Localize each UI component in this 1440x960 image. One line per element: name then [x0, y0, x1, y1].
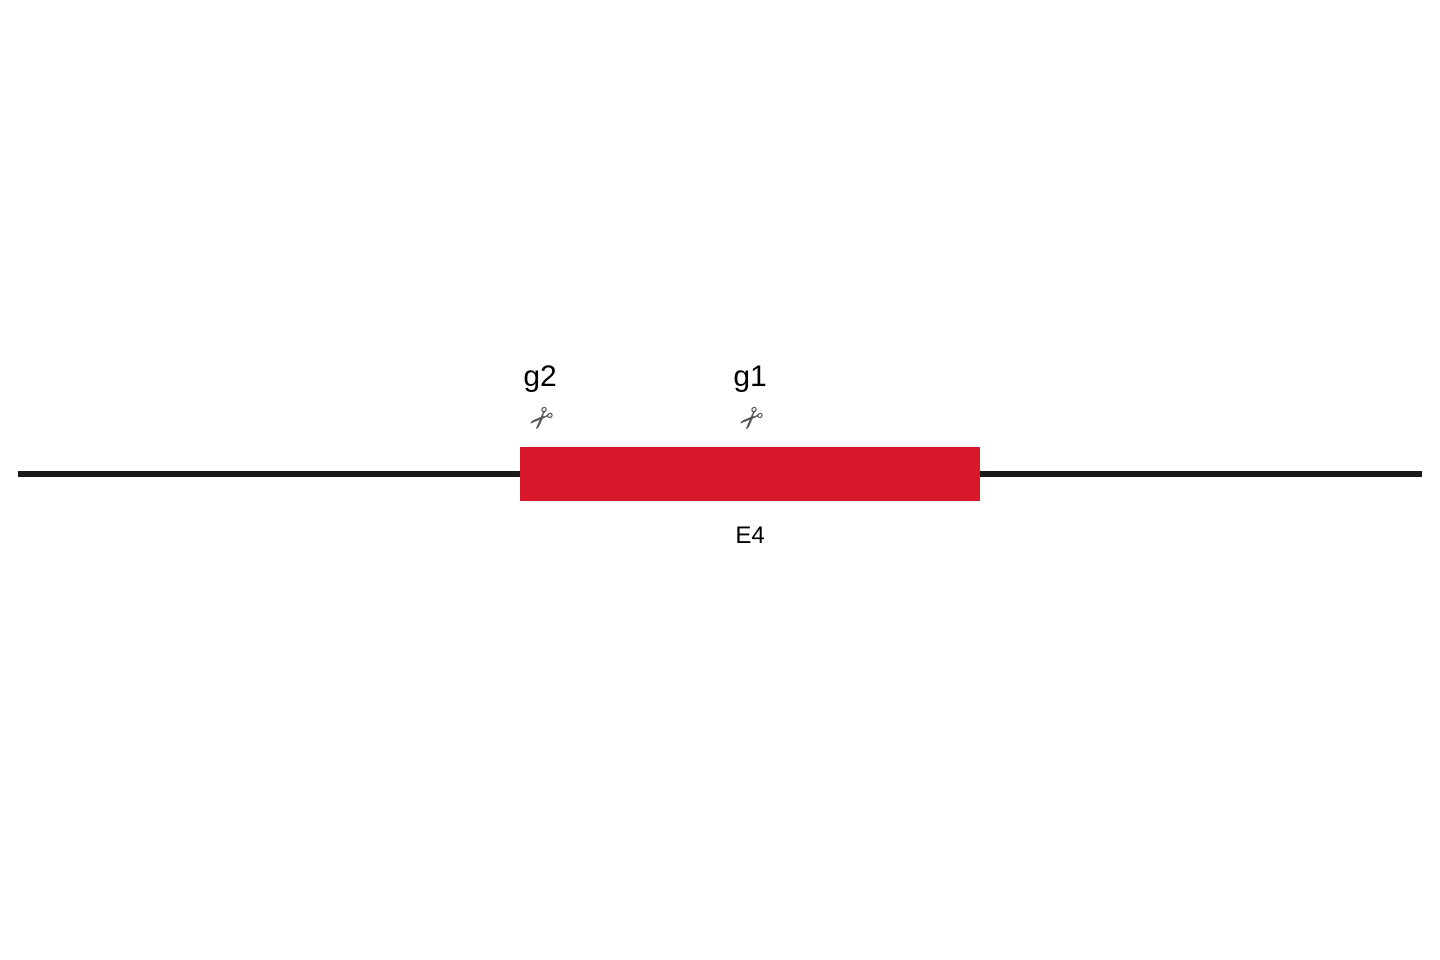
scissors-icon: ✂: [519, 396, 562, 439]
gene-diagram: E4 g2 ✂ g1 ✂: [0, 0, 1440, 960]
exon-label: E4: [735, 522, 764, 550]
cut-label-g2: g2: [523, 360, 556, 394]
scissors-icon: ✂: [729, 396, 772, 439]
backbone-right: [980, 471, 1422, 477]
cut-label-g1: g1: [733, 360, 766, 394]
backbone-left: [18, 471, 520, 477]
exon-box: [520, 447, 980, 501]
